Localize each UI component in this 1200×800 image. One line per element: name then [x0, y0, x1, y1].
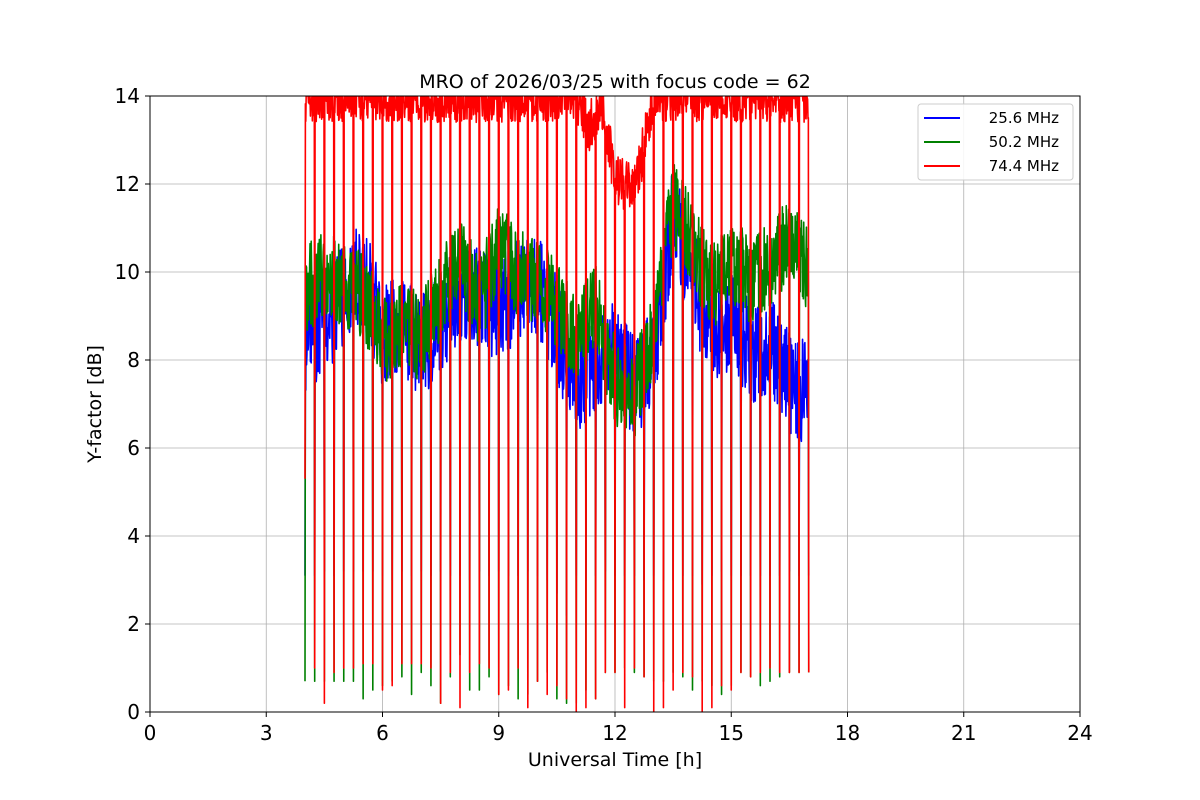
plot-area: [304, 96, 810, 712]
legend-label: 74.4 MHz: [989, 157, 1059, 175]
plot-series-group: [304, 96, 810, 712]
chart-title: MRO of 2026/03/25 with focus code = 62: [419, 71, 811, 93]
x-tick-label: 3: [260, 721, 273, 745]
x-tick-label: 0: [144, 721, 157, 745]
y-tick-label: 10: [115, 260, 140, 284]
x-tick-label: 15: [719, 721, 744, 745]
y-tick-label: 0: [127, 700, 140, 724]
y-tick-label: 2: [127, 612, 140, 636]
series-line: [304, 163, 810, 704]
y-tick-label: 4: [127, 524, 140, 548]
x-axis-label: Universal Time [h]: [528, 749, 702, 771]
y-tick-label: 8: [127, 348, 140, 372]
x-tick-label: 9: [492, 721, 505, 745]
x-tick-label: 21: [951, 721, 976, 745]
y-axis-label: Y-factor [dB]: [84, 345, 106, 464]
x-tick-label: 18: [835, 721, 860, 745]
y-tick-label: 12: [115, 172, 140, 196]
x-tick-label: 12: [602, 721, 627, 745]
legend: 25.6 MHz 50.2 MHz 74.4 MHz: [917, 103, 1074, 181]
x-tick-label: 24: [1067, 721, 1092, 745]
legend-box: [917, 103, 1074, 181]
legend-label: 50.2 MHz: [989, 133, 1059, 151]
series-line: [304, 96, 810, 712]
legend-label: 25.6 MHz: [989, 109, 1059, 127]
x-tick-label: 6: [376, 721, 389, 745]
legend-entries: 25.6 MHz 50.2 MHz 74.4 MHz: [924, 109, 1059, 175]
y-tick-label: 14: [115, 84, 140, 108]
y-tick-label: 6: [127, 436, 140, 460]
